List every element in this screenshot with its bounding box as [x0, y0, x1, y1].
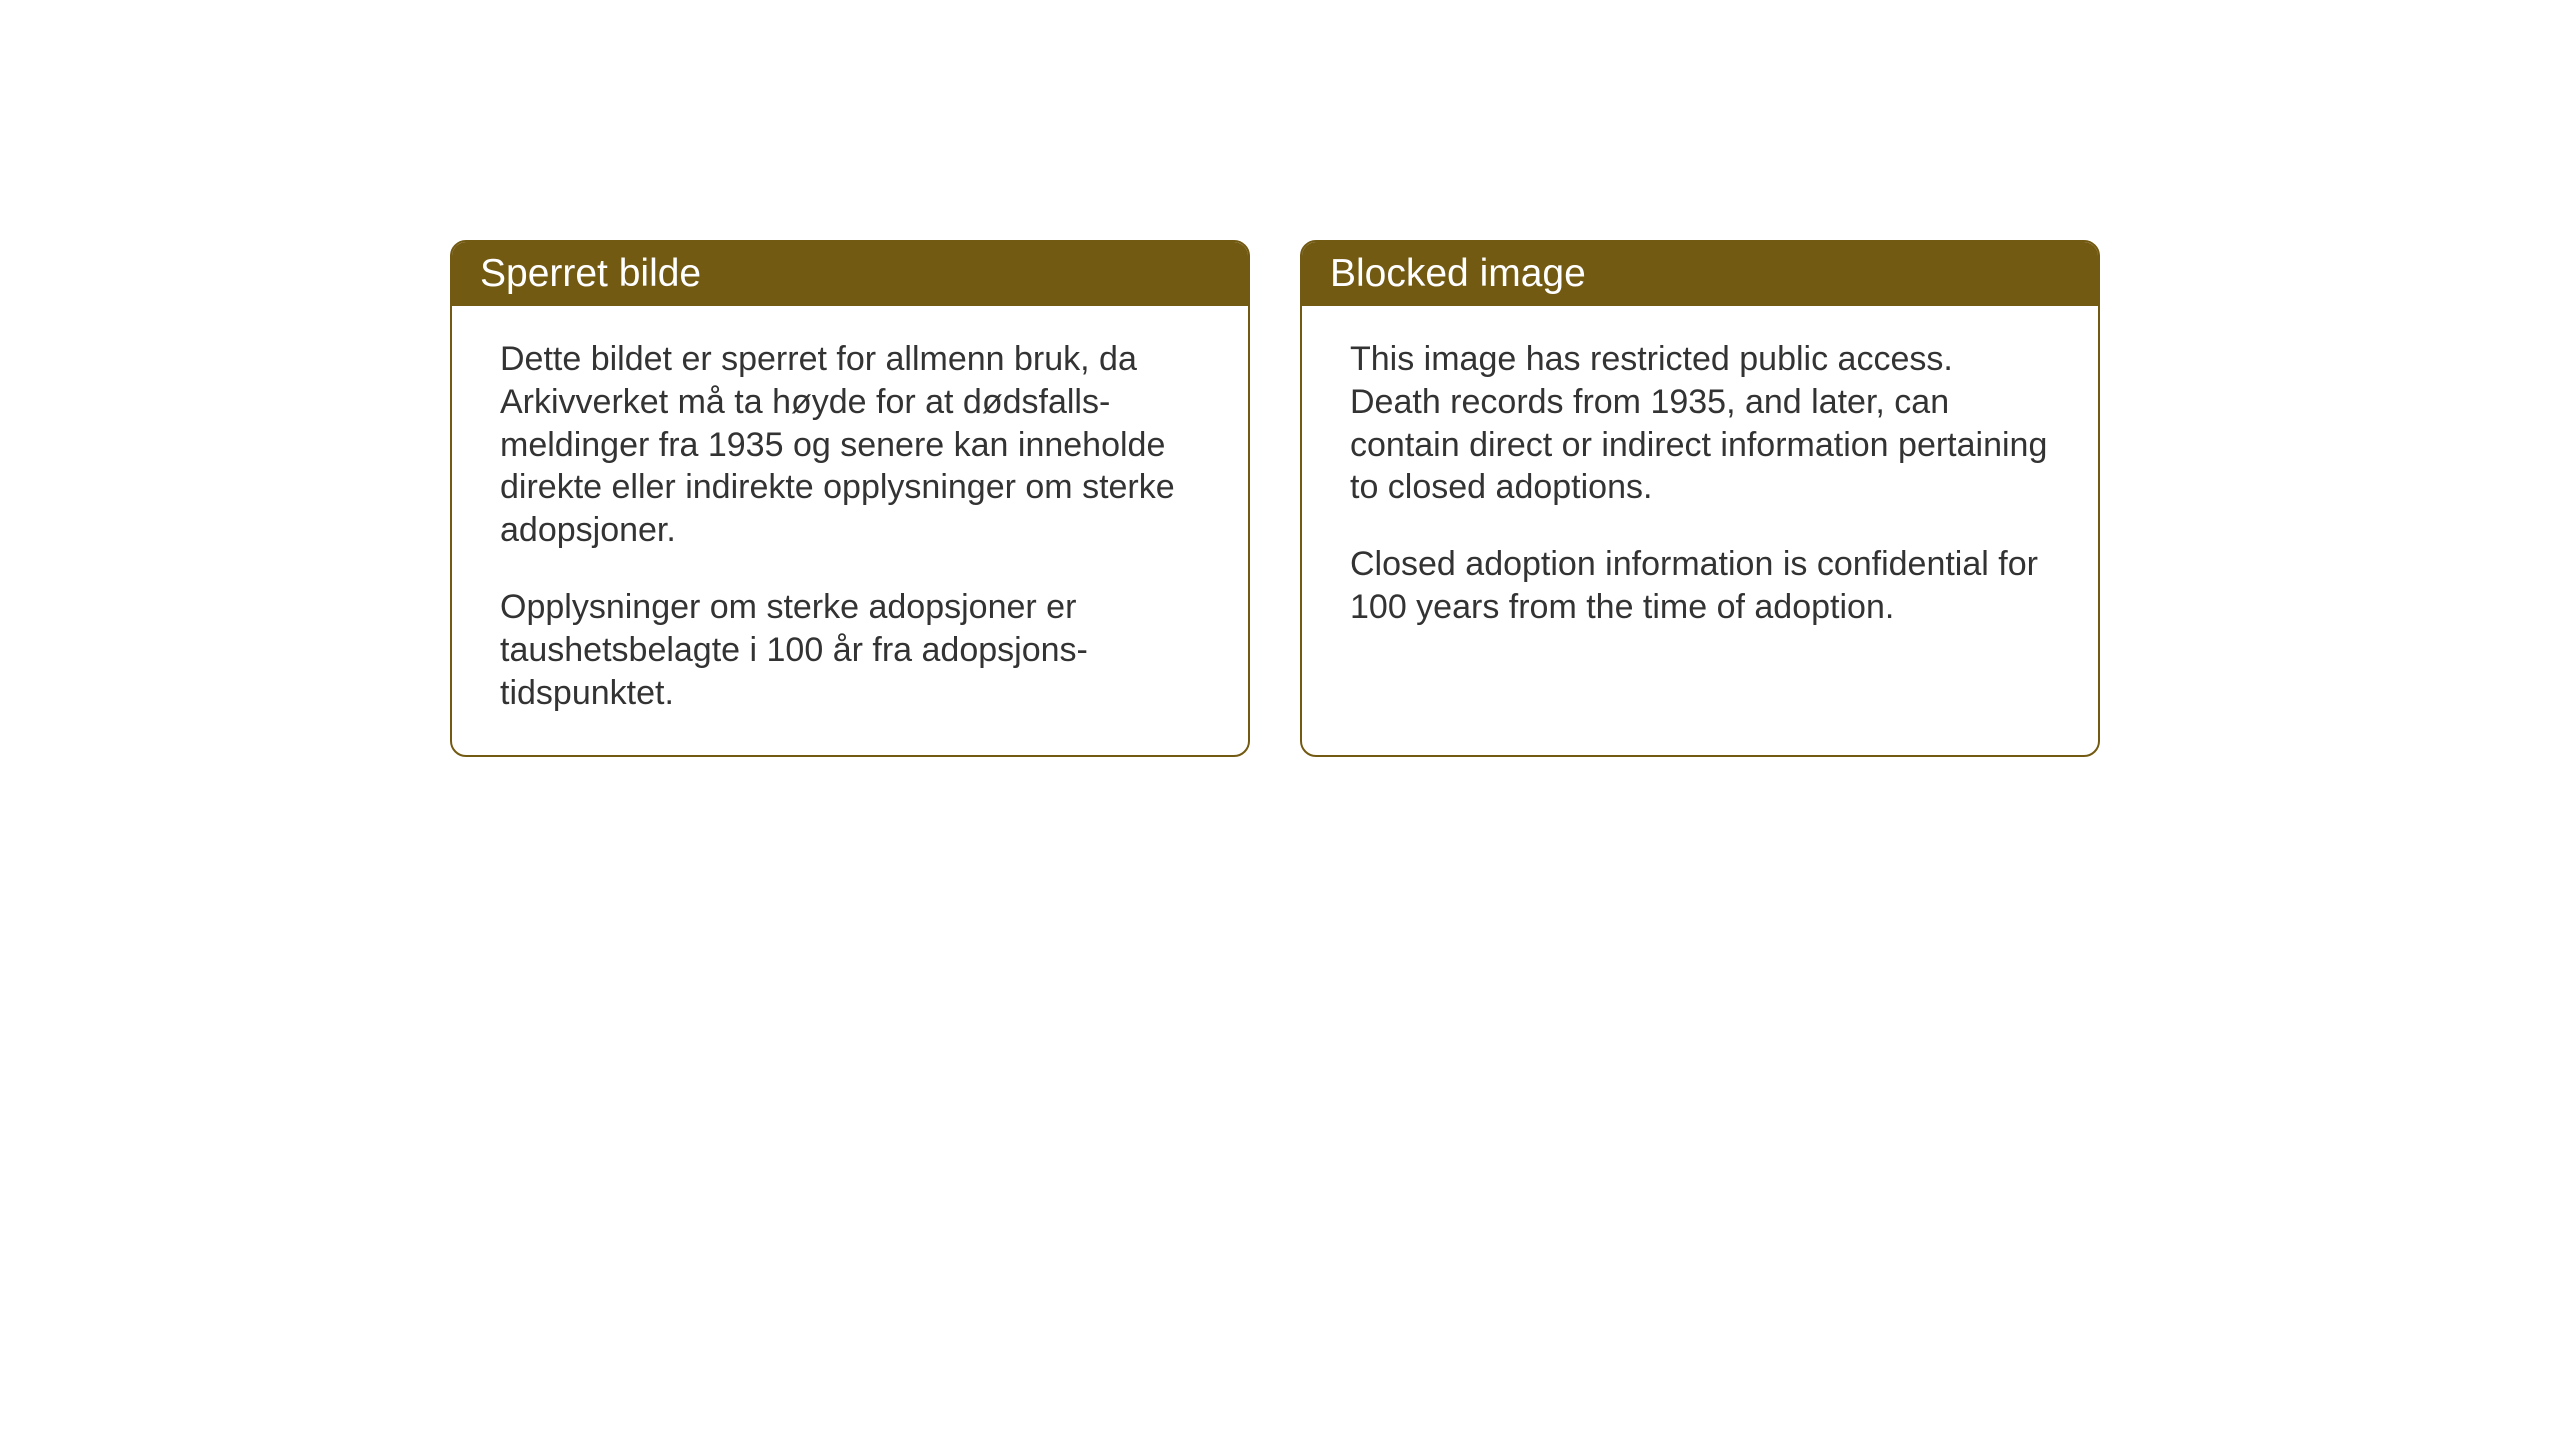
card-norwegian-title: Sperret bilde [480, 252, 701, 295]
card-norwegian-body: Dette bildet er sperret for allmenn bruk… [452, 306, 1248, 755]
card-norwegian-paragraph-1: Dette bildet er sperret for allmenn bruk… [500, 338, 1200, 552]
card-english: Blocked image This image has restricted … [1300, 240, 2100, 757]
card-english-title: Blocked image [1330, 252, 1586, 295]
card-norwegian-header: Sperret bilde [452, 242, 1248, 306]
card-english-body: This image has restricted public access.… [1302, 306, 2098, 755]
card-norwegian: Sperret bilde Dette bildet er sperret fo… [450, 240, 1250, 757]
cards-container: Sperret bilde Dette bildet er sperret fo… [450, 240, 2100, 757]
card-norwegian-paragraph-2: Opplysninger om sterke adopsjoner er tau… [500, 586, 1200, 714]
card-english-paragraph-1: This image has restricted public access.… [1350, 338, 2050, 509]
card-english-paragraph-2: Closed adoption information is confident… [1350, 543, 2050, 629]
card-english-header: Blocked image [1302, 242, 2098, 306]
